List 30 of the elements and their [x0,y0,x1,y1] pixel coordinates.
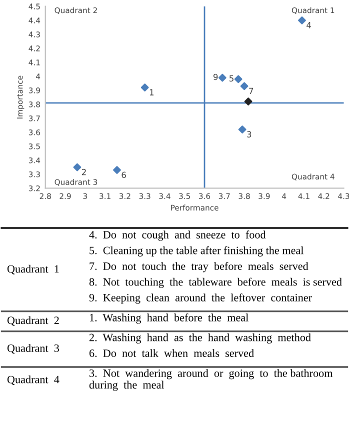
point [298,16,306,24]
point [73,163,82,172]
category-label: Quadrant 3 [7,344,59,354]
text: 3. Not wandering around or going to the bathroom during the meal [89,369,333,391]
annotation: 9 [213,74,218,80]
category-label: Quadrant 1 [7,264,59,274]
point [234,75,242,84]
point [218,74,226,82]
text: 9. Keeping clean around the leftover container [89,293,312,304]
annotation: 7 [249,88,254,94]
text: 2. Washing hand as the hand washing method [89,333,311,344]
category-label: Quadrant 2 [7,316,59,326]
annotation: 6 [122,172,126,178]
text: 4. Do not cough and sneeze to food [89,230,266,241]
text: 8. Not touching the tableware before meals is served [89,278,342,288]
point [238,126,246,134]
text: 5. Cleaning up the table after finishing the meal [90,246,304,256]
point [240,82,248,90]
annotation: 1 [150,89,154,96]
annotation: 5 [230,75,234,82]
annotation: 4 [306,22,311,28]
annotation: 3 [247,131,252,138]
category-label: Quadrant 4 [7,375,60,385]
point [140,84,149,92]
point [113,166,121,174]
point [244,98,252,106]
annotation: 2 [82,168,86,176]
text: 7. Do not touch the tray before meals served [90,262,308,272]
text: 6. Do not talk when meals served [89,349,254,358]
text: 1. Washing hand before the meal [90,313,248,324]
